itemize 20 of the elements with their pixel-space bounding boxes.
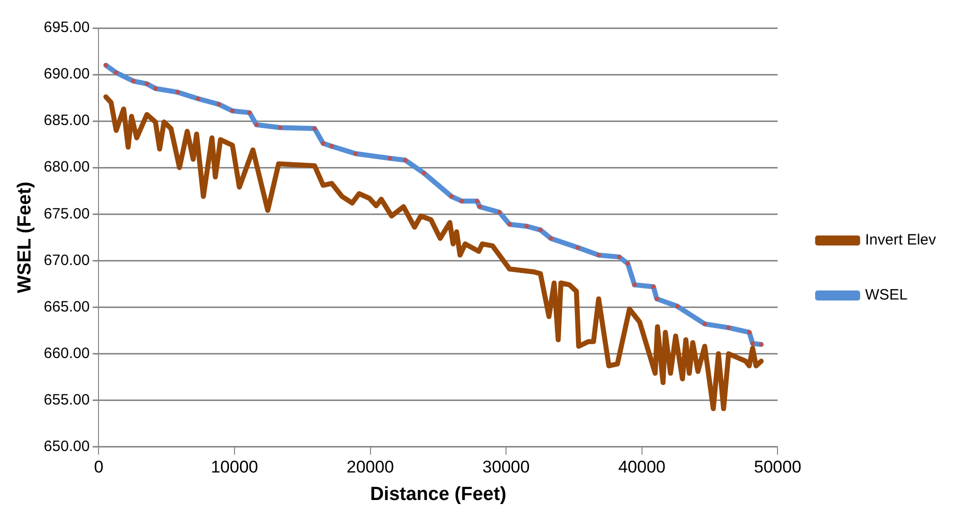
x-tick-label: 30000: [482, 458, 530, 477]
y-tick-label: 655.00: [44, 391, 90, 408]
y-tick-label: 675.00: [44, 205, 90, 222]
x-tick-label: 50000: [754, 458, 802, 477]
x-tick-label: 0: [94, 458, 104, 477]
x-tick-label: 20000: [346, 458, 394, 477]
y-tick-label: 665.00: [44, 298, 90, 316]
x-axis-title: Distance (Feet): [370, 484, 506, 505]
legend-label: Invert Elev: [865, 232, 936, 249]
y-tick-label: 670.00: [44, 252, 90, 269]
y-tick-label: 695.00: [44, 19, 90, 36]
x-tick-label: 10000: [210, 458, 258, 477]
y-tick-label: 660.00: [44, 344, 90, 362]
y-tick-label: 680.00: [44, 158, 90, 176]
y-tick-label: 650.00: [44, 438, 90, 455]
y-axis-title: WSEL (Feet): [14, 182, 36, 294]
x-tick-label: 40000: [618, 458, 666, 477]
legend-label: WSEL: [865, 286, 908, 304]
y-tick-label: 690.00: [44, 66, 90, 83]
y-tick-label: 685.00: [44, 112, 90, 130]
